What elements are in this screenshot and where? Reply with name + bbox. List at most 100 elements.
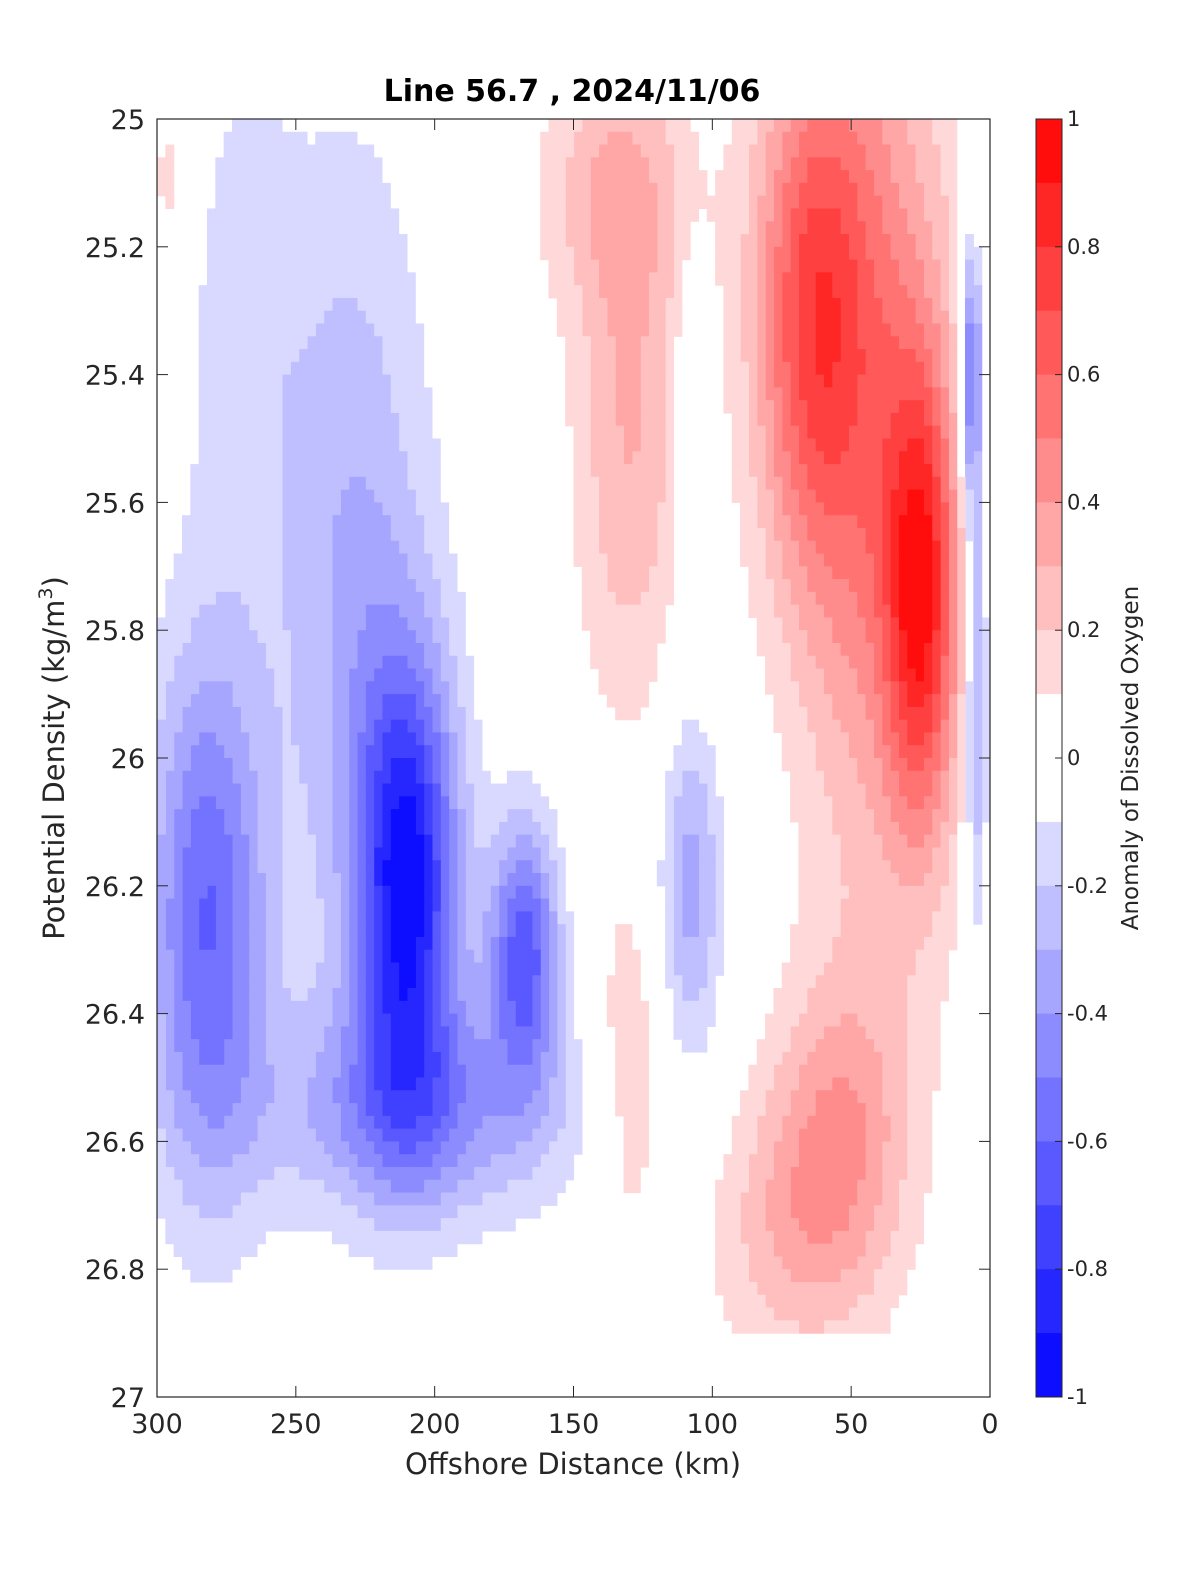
heatmap-cell: [873, 617, 883, 631]
heatmap-cell: [531, 821, 541, 836]
heatmap-cell: [948, 821, 958, 836]
heatmap-cell: [731, 157, 741, 171]
heatmap-cell: [756, 170, 766, 184]
heatmap-cell: [898, 860, 908, 874]
heatmap-cell: [565, 962, 575, 976]
heatmap-cell: [765, 515, 775, 529]
heatmap-cell: [415, 1230, 425, 1245]
heatmap-cell: [473, 1166, 483, 1181]
heatmap-cell: [556, 208, 566, 222]
heatmap-cell: [381, 706, 391, 721]
heatmap-cell: [881, 1218, 891, 1232]
heatmap-cell: [340, 988, 350, 1002]
heatmap-cell: [623, 988, 633, 1002]
heatmap-cell: [481, 1218, 491, 1232]
heatmap-cell: [640, 1141, 650, 1155]
heatmap-cell: [615, 540, 625, 555]
heatmap-cell: [356, 745, 366, 759]
heatmap-cell: [906, 783, 916, 797]
heatmap-cell: [365, 451, 375, 465]
heatmap-cell: [881, 170, 891, 184]
heatmap-cell: [923, 297, 933, 312]
heatmap-cell: [465, 1218, 475, 1232]
heatmap-cell: [781, 719, 791, 734]
heatmap-cell: [398, 349, 408, 363]
heatmap-cell: [931, 617, 941, 631]
heatmap-cell: [865, 400, 874, 414]
heatmap-cell: [515, 1013, 525, 1027]
heatmap-cell: [390, 988, 400, 1002]
heatmap-cell: [531, 860, 541, 874]
heatmap-cell: [765, 553, 775, 567]
heatmap-cell: [665, 182, 675, 197]
heatmap-cell: [448, 617, 458, 631]
heatmap-cell: [365, 694, 375, 708]
heatmap-cell: [898, 476, 908, 491]
heatmap-cell: [398, 988, 408, 1002]
heatmap-cell: [340, 540, 350, 555]
heatmap-cell: [806, 873, 816, 887]
heatmap-cell: [406, 924, 416, 938]
heatmap-cell: [606, 259, 616, 273]
heatmap-cell: [848, 425, 858, 440]
heatmap-cell: [823, 898, 833, 912]
heatmap-cell: [690, 949, 700, 964]
heatmap-cell: [831, 234, 841, 248]
heatmap-cell: [373, 681, 383, 695]
heatmap-cell: [431, 911, 441, 925]
heatmap-cell: [781, 1307, 791, 1321]
heatmap-cell: [390, 630, 400, 644]
heatmap-cell: [398, 809, 408, 823]
heatmap-cell: [856, 566, 866, 580]
heatmap-cell: [873, 540, 883, 555]
heatmap-cell: [898, 975, 908, 989]
heatmap-cell: [415, 604, 425, 619]
heatmap-cell: [831, 783, 841, 797]
heatmap-cell: [906, 911, 916, 925]
heatmap-cell: [390, 361, 400, 376]
heatmap-cell: [381, 962, 391, 976]
heatmap-cell: [681, 936, 691, 951]
heatmap-cell: [981, 796, 990, 810]
heatmap-cell: [815, 630, 824, 644]
heatmap-cell: [365, 1141, 375, 1155]
heatmap-cell: [323, 234, 333, 248]
heatmap-cell: [390, 809, 400, 823]
heatmap-cell: [815, 949, 824, 964]
heatmap-cell: [823, 1013, 833, 1027]
heatmap-cell: [590, 400, 600, 414]
heatmap-cell: [456, 694, 466, 708]
heatmap-cell: [840, 1192, 849, 1206]
heatmap-cell: [848, 1039, 858, 1053]
heatmap-cell: [723, 1269, 733, 1283]
heatmap-cell: [823, 1307, 833, 1321]
heatmap-cell: [373, 297, 383, 312]
heatmap-cell: [890, 988, 899, 1002]
heatmap-cell: [740, 131, 750, 146]
heatmap-cell: [348, 1000, 358, 1015]
heatmap-cell: [390, 259, 400, 273]
heatmap-cell: [873, 1051, 883, 1066]
heatmap-cell: [565, 234, 575, 248]
heatmap-cell: [790, 246, 800, 261]
heatmap-cell: [398, 310, 408, 325]
heatmap-cell: [981, 630, 990, 644]
heatmap-cell: [756, 1141, 766, 1155]
heatmap-cell: [831, 770, 841, 785]
heatmap-cell: [881, 1281, 891, 1296]
heatmap-cell: [340, 425, 350, 440]
heatmap-cell: [656, 617, 666, 631]
heatmap-cell: [823, 1051, 833, 1066]
heatmap-cell: [581, 579, 591, 593]
heatmap-cell: [673, 221, 683, 235]
heatmap-cell: [615, 579, 625, 593]
heatmap-cell: [323, 566, 333, 580]
heatmap-cell: [348, 285, 358, 299]
heatmap-cell: [740, 1115, 750, 1130]
heatmap-cell: [581, 131, 591, 146]
heatmap-cell: [931, 975, 941, 989]
heatmap-cell: [373, 847, 383, 861]
heatmap-cell: [773, 374, 783, 388]
heatmap-cell: [606, 668, 616, 682]
heatmap-cell: [365, 924, 375, 938]
